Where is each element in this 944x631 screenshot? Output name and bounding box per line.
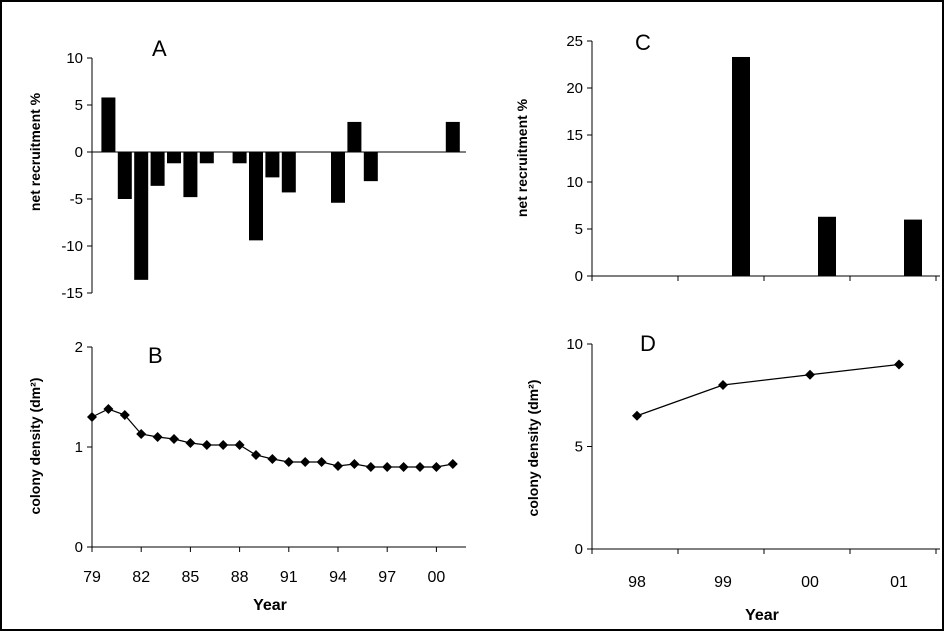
- panel-b-x-axis-label: Year: [253, 597, 287, 614]
- panel-b-point: [136, 429, 147, 439]
- panel-b-x-tick-label: 94: [329, 569, 347, 586]
- panel-d-y-tick-label: 0: [575, 541, 583, 558]
- panel-a-bar: [347, 121, 362, 152]
- panel-b-x-tick-label: 91: [280, 569, 298, 586]
- panel-a-bar: [199, 152, 214, 164]
- panel-b-point: [415, 462, 425, 472]
- panel-b-point: [300, 457, 311, 467]
- panel-c-bar: [732, 56, 750, 277]
- panel-b-x-tick-label: 00: [428, 569, 446, 586]
- panel-b: B colony density (dm²) Year 2 1 079 82 85 88 9…: [27, 339, 466, 614]
- panel-c-y-axis-label: net recruitment %: [514, 98, 530, 217]
- panel-d-x-tick-label: 99: [714, 574, 732, 591]
- panel-a-y-tick-label: 0: [75, 144, 83, 161]
- panel-a-bar: [232, 152, 247, 164]
- panel-b-x-tick-label: 97: [378, 569, 396, 586]
- panel-b-x-tick-label: 79: [83, 569, 101, 586]
- panel-b-point: [431, 462, 442, 472]
- panel-b-point: [382, 462, 393, 472]
- panel-d-series-line: [636, 363, 900, 417]
- panel-a-bar: [249, 152, 263, 241]
- panel-d: D colony density (dm²) Year 10 5 0 98 99 00 01: [525, 331, 940, 624]
- panel-b-point: [152, 432, 163, 442]
- panel-a-y-tick-label: 10: [66, 50, 83, 67]
- panel-b-x-tick-label: 82: [132, 569, 150, 586]
- panel-c-y-tick-label: 5: [575, 221, 583, 238]
- panel-a-bar: [150, 152, 165, 186]
- panel-a-bar: [134, 152, 149, 280]
- panel-a-bar: [101, 97, 116, 152]
- panel-a-bar: [117, 152, 132, 199]
- panel-b-point: [169, 434, 179, 444]
- panel-b-point: [119, 410, 130, 420]
- panel-a-bar: [281, 152, 296, 193]
- panel-b-point: [201, 440, 212, 450]
- panel-c-y-tick-label: 25: [566, 33, 583, 50]
- panel-c-y-tick-label: 0: [575, 268, 583, 285]
- panel-a-bar: [183, 152, 198, 198]
- panel-b-point: [398, 462, 409, 472]
- panel-c-label: C: [635, 30, 651, 55]
- panel-a-bar: [265, 152, 280, 178]
- panel-a-y-tick-label: -15: [61, 285, 83, 302]
- panel-c-y-tick-label: 15: [566, 127, 583, 144]
- panel-c-bar: [904, 219, 922, 276]
- panel-c-y-tick-label: 10: [566, 174, 583, 191]
- panel-b-point: [267, 454, 278, 464]
- panel-a-y-tick-label: -10: [61, 238, 83, 255]
- panel-d-point: [632, 410, 642, 421]
- panel-b-x-tick-label: 88: [231, 569, 249, 586]
- panel-d-x-axis-label: Year: [745, 607, 779, 624]
- panel-b-point: [316, 457, 327, 467]
- panel-c-bar: [818, 216, 836, 276]
- panel-a-label: A: [152, 36, 167, 61]
- panel-d-label: D: [640, 331, 656, 356]
- panel-d-x-tick-label: 00: [801, 574, 819, 591]
- panel-a-bar: [331, 152, 345, 203]
- panel-d-y-tick-label: 10: [566, 336, 583, 353]
- panel-b-point: [218, 440, 229, 450]
- panel-a-y-tick-label: -5: [70, 191, 83, 208]
- panel-b-point: [251, 450, 261, 460]
- panel-a-bar: [363, 152, 378, 182]
- panel-b-y-axis-label: colony density (dm²): [27, 378, 43, 515]
- panel-a-y-axis-label: net recruitment %: [27, 92, 43, 211]
- panel-d-point: [718, 380, 728, 390]
- panel-a: A net recruitment % 10 5 0 -5 -10 -15: [27, 36, 466, 302]
- panel-b-point: [283, 457, 294, 467]
- panel-b-point: [365, 462, 376, 472]
- panel-b-point: [333, 461, 343, 471]
- panel-b-point: [185, 438, 196, 448]
- panel-d-point: [805, 369, 815, 380]
- panel-c: C net recruitment % 25 20 15 10 5 0: [514, 30, 940, 285]
- panel-b-point: [103, 404, 114, 414]
- panel-b-y-tick-label: 0: [75, 539, 83, 556]
- panel-b-point: [447, 459, 458, 469]
- panel-b-y-tick-label: 1: [75, 439, 83, 456]
- panel-d-y-axis-label: colony density (dm²): [525, 380, 541, 517]
- panel-d-y-tick-label: 5: [575, 439, 583, 456]
- panel-b-point: [234, 440, 245, 450]
- panel-c-y-tick-label: 20: [566, 80, 583, 97]
- panel-b-point: [349, 459, 360, 469]
- panel-d-point: [894, 359, 904, 370]
- panel-d-x-tick-label: 01: [890, 574, 908, 591]
- panel-a-bar: [167, 152, 181, 164]
- panel-b-y-tick-label: 2: [75, 339, 83, 356]
- panel-b-point: [87, 412, 97, 422]
- panel-a-bar: [445, 121, 460, 152]
- panel-b-label: B: [148, 343, 163, 368]
- panel-a-y-tick-label: 5: [75, 97, 83, 114]
- panel-d-x-tick-label: 98: [628, 574, 646, 591]
- panel-b-x-tick-label: 85: [182, 569, 200, 586]
